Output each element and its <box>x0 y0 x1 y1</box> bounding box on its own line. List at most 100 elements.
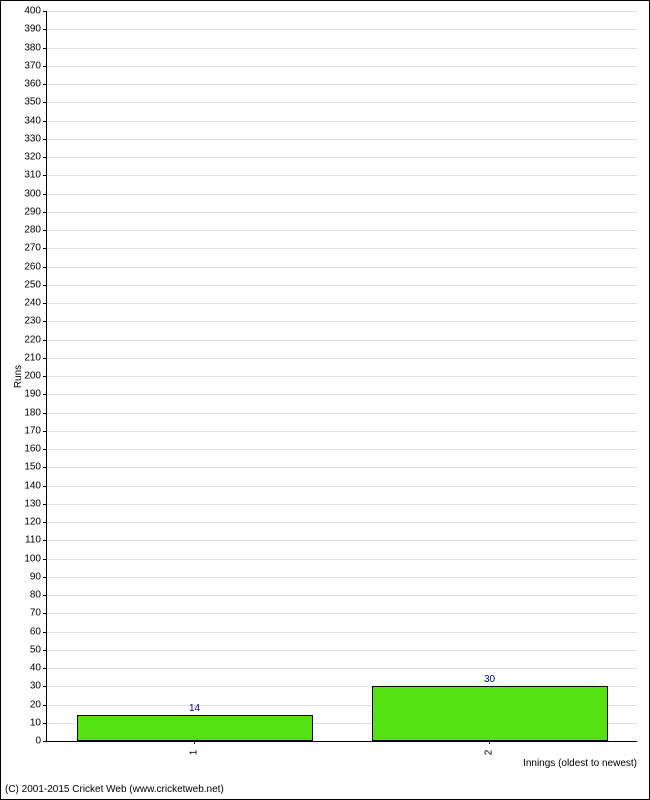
gridline <box>47 11 637 12</box>
ytick-mark <box>43 723 46 724</box>
ytick-mark <box>43 632 46 633</box>
gridline <box>47 48 637 49</box>
ytick-mark <box>43 486 46 487</box>
gridline <box>47 668 637 669</box>
ytick-label: 400 <box>24 6 41 17</box>
ytick-label: 220 <box>24 334 41 345</box>
ytick-label: 50 <box>30 644 41 655</box>
ytick-mark <box>43 358 46 359</box>
xtick-label: 1 <box>188 750 199 756</box>
ytick-label: 330 <box>24 133 41 144</box>
gridline <box>47 376 637 377</box>
gridline <box>47 321 637 322</box>
plot-area: 14 30 <box>46 11 637 742</box>
ytick-label: 70 <box>30 608 41 619</box>
gridline <box>47 650 637 651</box>
ytick-label: 90 <box>30 571 41 582</box>
xtick-mark <box>489 741 490 744</box>
ytick-label: 240 <box>24 298 41 309</box>
ytick-label: 200 <box>24 371 41 382</box>
ytick-mark <box>43 66 46 67</box>
ytick-mark <box>43 394 46 395</box>
gridline <box>47 577 637 578</box>
ytick-label: 80 <box>30 590 41 601</box>
gridline <box>47 486 637 487</box>
ytick-mark <box>43 267 46 268</box>
ytick-mark <box>43 175 46 176</box>
ytick-label: 190 <box>24 389 41 400</box>
ytick-mark <box>43 121 46 122</box>
copyright-text: (C) 2001-2015 Cricket Web (www.cricketwe… <box>5 784 224 795</box>
ytick-mark <box>43 595 46 596</box>
ytick-label: 210 <box>24 352 41 363</box>
bar-value-label: 14 <box>189 703 200 714</box>
ytick-label: 130 <box>24 498 41 509</box>
ytick-mark <box>43 467 46 468</box>
ytick-label: 40 <box>30 663 41 674</box>
ytick-label: 160 <box>24 444 41 455</box>
gridline <box>47 340 637 341</box>
ytick-label: 290 <box>24 206 41 217</box>
ytick-label: 120 <box>24 517 41 528</box>
gridline <box>47 194 637 195</box>
ytick-mark <box>43 540 46 541</box>
ytick-mark <box>43 212 46 213</box>
ytick-label: 150 <box>24 462 41 473</box>
ytick-mark <box>43 705 46 706</box>
chart-frame: 1430 Runs Innings (oldest to newest) (C)… <box>0 0 650 800</box>
gridline <box>47 431 637 432</box>
ytick-mark <box>43 102 46 103</box>
gridline <box>47 66 637 67</box>
gridline <box>47 121 637 122</box>
gridline <box>47 248 637 249</box>
gridline <box>47 595 637 596</box>
ytick-label: 20 <box>30 699 41 710</box>
xtick-mark <box>194 741 195 744</box>
ytick-mark <box>43 504 46 505</box>
gridline <box>47 303 637 304</box>
bar <box>372 686 608 741</box>
gridline <box>47 139 637 140</box>
ytick-mark <box>43 741 46 742</box>
ytick-label: 30 <box>30 681 41 692</box>
ytick-label: 110 <box>25 535 41 546</box>
ytick-mark <box>43 48 46 49</box>
ytick-label: 170 <box>24 425 41 436</box>
ytick-label: 310 <box>24 170 41 181</box>
ytick-mark <box>43 577 46 578</box>
ytick-mark <box>43 686 46 687</box>
ytick-mark <box>43 559 46 560</box>
xtick-label: 2 <box>483 750 494 756</box>
ytick-label: 350 <box>24 97 41 108</box>
ytick-mark <box>43 139 46 140</box>
ytick-label: 0 <box>35 736 41 747</box>
ytick-label: 390 <box>24 24 41 35</box>
ytick-mark <box>43 230 46 231</box>
ytick-mark <box>43 194 46 195</box>
ytick-label: 230 <box>24 316 41 327</box>
gridline <box>47 285 637 286</box>
ytick-mark <box>43 11 46 12</box>
gridline <box>47 504 637 505</box>
gridline <box>47 413 637 414</box>
bar-value-label: 30 <box>484 674 495 685</box>
gridline <box>47 157 637 158</box>
ytick-mark <box>43 285 46 286</box>
gridline <box>47 613 637 614</box>
gridline <box>47 632 637 633</box>
gridline <box>47 467 637 468</box>
gridline <box>47 84 637 85</box>
ytick-mark <box>43 84 46 85</box>
x-axis-label: Innings (oldest to newest) <box>523 758 637 769</box>
gridline <box>47 449 637 450</box>
gridline <box>47 267 637 268</box>
gridline <box>47 522 637 523</box>
ytick-label: 280 <box>24 225 41 236</box>
gridline <box>47 394 637 395</box>
ytick-mark <box>43 449 46 450</box>
ytick-mark <box>43 321 46 322</box>
ytick-label: 100 <box>24 553 41 564</box>
ytick-label: 270 <box>24 243 41 254</box>
ytick-mark <box>43 29 46 30</box>
gridline <box>47 212 637 213</box>
